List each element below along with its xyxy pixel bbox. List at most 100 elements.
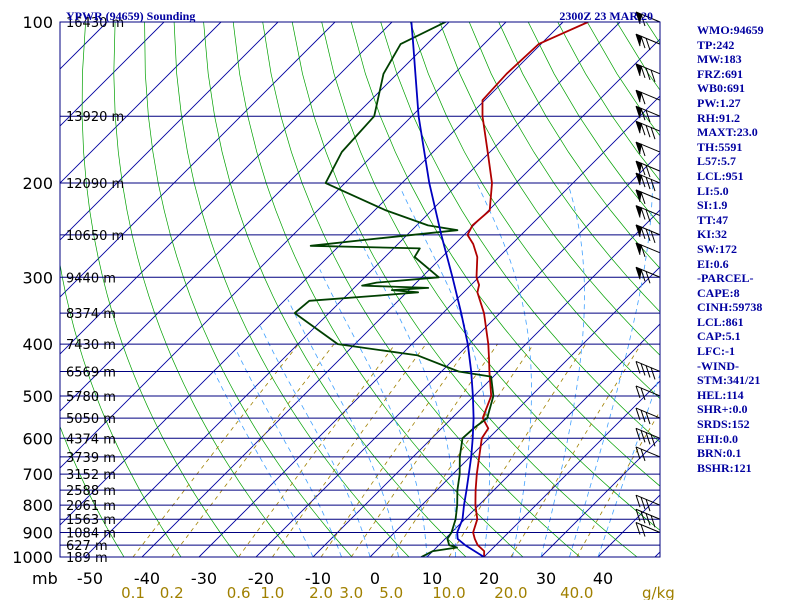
wind-barb-feather: [650, 69, 656, 83]
temperature-tick-label: -10: [305, 569, 331, 588]
height-label: 5050 m: [66, 412, 116, 427]
moist-adiabat-line: [319, 269, 428, 557]
dry-adiabat-line: [113, 22, 296, 557]
index-line: -WIND-: [697, 358, 739, 373]
chart-date: 2300Z 23 MAR 20: [559, 9, 653, 23]
isotherm-line: [312, 209, 660, 557]
height-label: 189 m: [66, 551, 108, 566]
isotherm-line: [198, 95, 660, 557]
index-line: -PARCEL-: [697, 271, 754, 286]
moist-adiabat-line: [569, 183, 653, 557]
index-line: TT:47: [697, 212, 729, 227]
moist-adiabat-line: [355, 230, 457, 557]
pressure-tick-label: 1000: [12, 548, 53, 567]
wind-barb-feather: [640, 123, 646, 136]
wind-barb-feather: [635, 385, 641, 399]
height-label: 9440 m: [66, 271, 116, 286]
wind-barb-feather: [645, 513, 651, 526]
wind-barb: [635, 205, 661, 222]
height-label: 2588 m: [66, 484, 116, 499]
wind-barb-feather: [640, 226, 646, 240]
isotherm-line: [60, 22, 165, 127]
wind-barb-pennant: [636, 12, 642, 24]
temperature-tick-label: 40: [593, 569, 613, 588]
height-label: 4374 m: [66, 432, 116, 447]
plot-background: [60, 22, 660, 557]
pressure-tick-label: 900: [22, 524, 53, 543]
wind-barb-staff: [635, 522, 661, 533]
index-line: MAXT:23.0: [697, 125, 758, 140]
index-line: SRDS:152: [697, 417, 750, 432]
index-line: CAP:5.1: [697, 329, 741, 344]
temperature-tick-label: 20: [479, 569, 499, 588]
wind-barb-feather: [635, 407, 641, 421]
wind-barb-pennant: [636, 242, 642, 255]
height-label: 3152 m: [66, 468, 116, 483]
wind-barb-staff: [635, 446, 661, 458]
mixing-ratio-unit-label: g/kg: [642, 584, 675, 600]
mixing-ratio-tick-label: 0.2: [160, 584, 184, 600]
wind-barb-feather: [645, 228, 651, 242]
wind-barb: [635, 89, 661, 105]
index-line: TP:242: [697, 37, 735, 52]
wind-barb: [635, 427, 661, 447]
moist-adiabat-line: [213, 371, 314, 557]
wind-barb-pennant: [636, 224, 642, 237]
wind-barb-feather: [640, 191, 646, 205]
isotherm-line: [60, 22, 222, 184]
pressure-tick-label: 400: [22, 335, 53, 354]
wind-barb-feather: [645, 498, 651, 512]
wind-barb-feather: [635, 428, 641, 441]
mixing-ratio-tick-label: 40.0: [560, 584, 593, 600]
isotherm-line: [60, 22, 564, 526]
wind-barb-feather: [640, 13, 646, 27]
index-line: BSHR:121: [697, 460, 752, 475]
temperature-tick-label: -20: [248, 569, 274, 588]
wind-barb-feather: [645, 110, 651, 123]
wind-barb-feather: [645, 209, 651, 222]
wind-barb-pennant: [636, 161, 642, 174]
pressure-tick-label: 300: [22, 268, 53, 287]
wind-barb: [635, 385, 661, 401]
height-label: 6569 m: [66, 365, 116, 380]
wind-barb-pennant: [636, 142, 642, 155]
wind-barb-pennant: [636, 173, 642, 186]
pressure-tick-label: 200: [22, 174, 53, 193]
index-line: MW:183: [697, 52, 742, 67]
pressure-tick-label: 800: [22, 496, 53, 515]
height-label: 10650 m: [66, 229, 124, 244]
axis-labels: 16430 m 13920 m 12090 m 10650 m 9440 m 8374 m…: [12, 13, 675, 600]
wind-barb-feather: [645, 432, 651, 445]
index-line: CAPE:8: [697, 285, 740, 300]
wind-barb-feather: [645, 411, 651, 425]
wind-barb: [635, 33, 661, 51]
wind-barb-feather: [635, 522, 641, 535]
wind-barb-staff: [635, 427, 661, 439]
height-label: 13920 m: [66, 110, 124, 125]
wind-barb-feather: [640, 409, 646, 423]
temperature-tick-label: -40: [134, 569, 160, 588]
index-line: HEL:114: [697, 387, 744, 402]
wind-barb-staff: [635, 508, 661, 520]
wind-barb-feather: [640, 207, 646, 220]
isotherm-line: [426, 323, 660, 557]
wind-barb-feather: [640, 448, 646, 462]
wind-barb: [635, 446, 661, 462]
dry-adiabat-line: [203, 22, 467, 557]
dry-adiabat-line: [144, 22, 353, 557]
wind-barb-staff: [635, 361, 661, 372]
wind-barb: [635, 11, 661, 27]
pressure-tick-label: 600: [22, 429, 53, 448]
dry-adiabat-line: [468, 22, 660, 313]
height-label: 8374 m: [66, 307, 116, 322]
temperature-tick-label: 30: [536, 569, 556, 588]
wind-barb-feather: [640, 35, 646, 49]
index-line: WB0:691: [697, 81, 745, 96]
index-line: LFC:-1: [697, 344, 735, 359]
index-line: KI:32: [697, 227, 727, 242]
wind-barb-feather: [635, 494, 641, 508]
isotherm-line: [540, 437, 660, 557]
isotherm-line: [60, 22, 450, 412]
index-line: L57:5.7: [697, 154, 736, 169]
